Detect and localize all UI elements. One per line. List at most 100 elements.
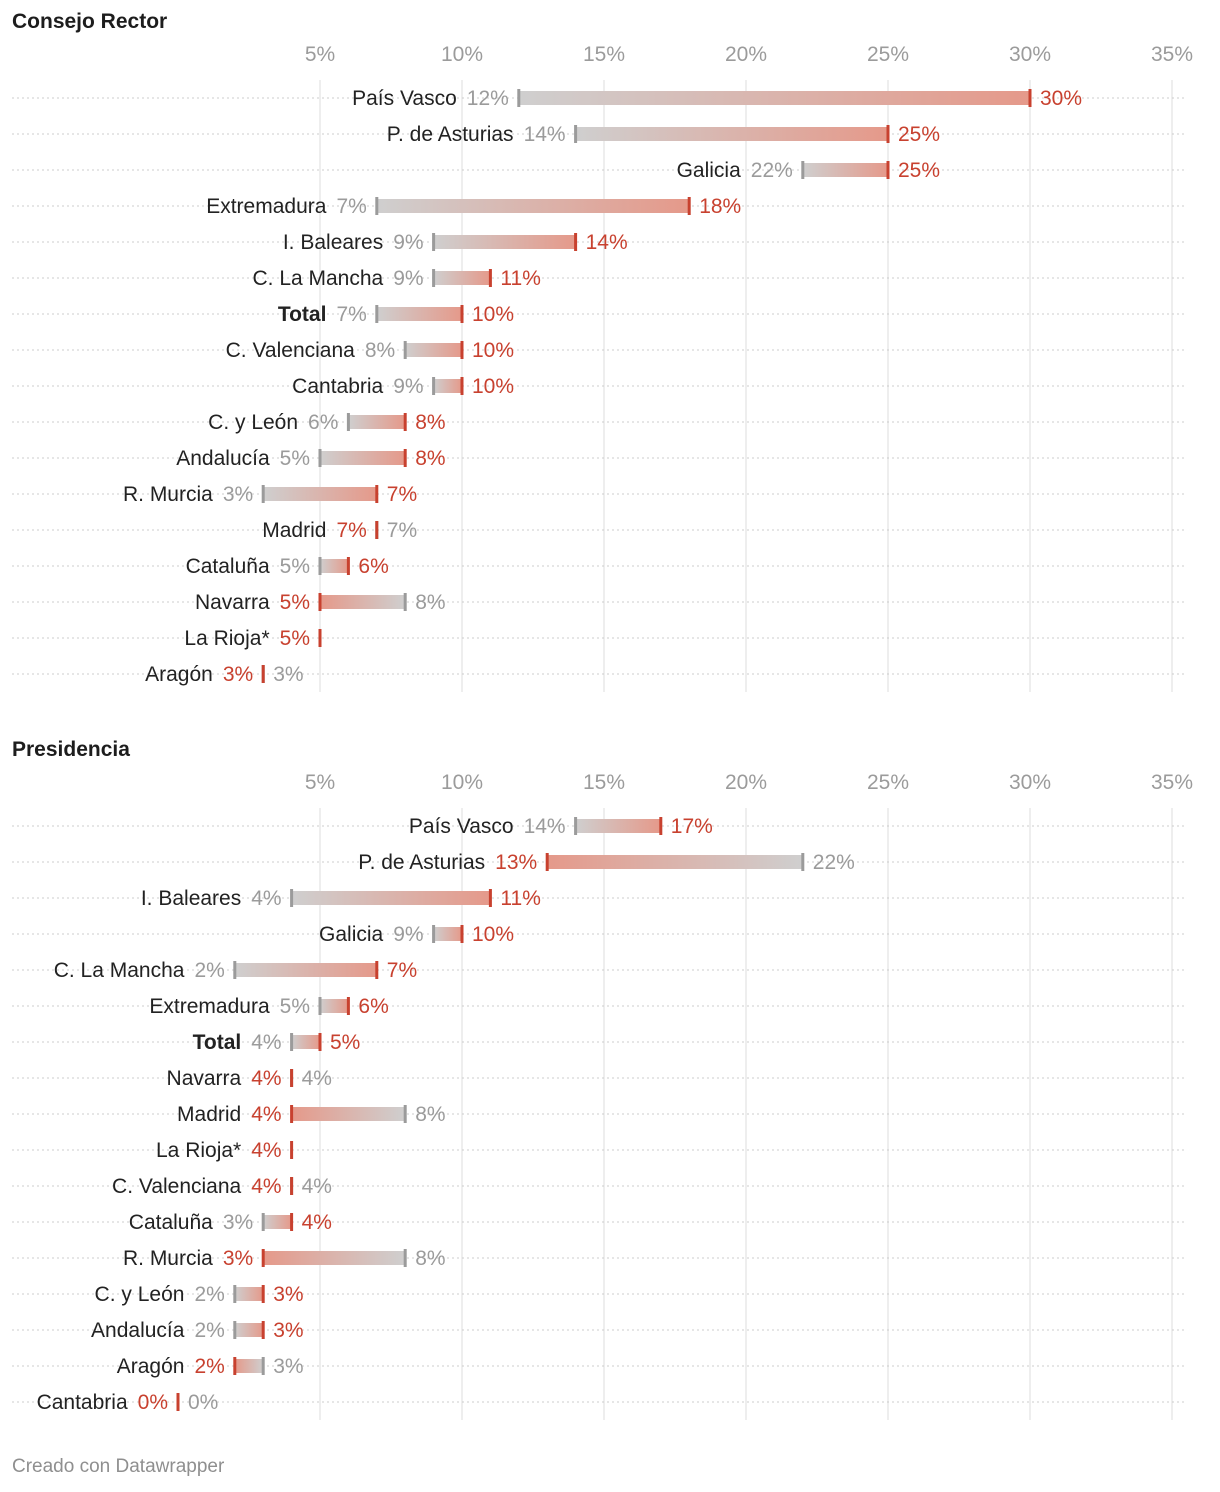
end-value-label: 4% [251,1067,281,1090]
range-bar [234,1287,264,1301]
end-marker [460,377,464,395]
start-value-label: 14% [524,123,566,146]
row-label: Cantabria [37,1391,128,1414]
start-marker [432,925,436,943]
row-label: Galicia [319,923,384,946]
row-label: Cantabria [292,375,383,398]
end-value-label: 2% [194,1355,224,1378]
row-label: Andalucía [91,1319,185,1342]
start-value-label: 4% [302,1067,332,1090]
row-label: P. de Asturias [358,851,485,874]
start-value-label: 8% [415,591,445,614]
end-value-label: 8% [415,447,445,470]
start-value-label: 22% [751,159,793,182]
range-bar [291,891,491,905]
row-label: Cataluña [186,555,270,578]
range-bar [802,163,888,177]
row-label: C. La Mancha [252,267,383,290]
x-tick-label: 25% [867,43,909,66]
start-marker [801,161,805,179]
end-value-label: 3% [223,1247,253,1270]
end-value-label: 4% [251,1103,281,1126]
end-marker [261,1285,265,1303]
end-value-label: 4% [302,1211,332,1234]
x-tick-label: 35% [1151,43,1193,66]
end-marker [460,305,464,323]
row-label: I. Baleares [141,887,241,910]
end-marker [346,997,350,1015]
row-label: Andalucía [176,447,270,470]
row-label: La Rioja* [156,1139,241,1162]
row-label: Total [278,303,327,326]
start-value-label: 8% [415,1247,445,1270]
end-marker [290,1069,294,1087]
x-tick-label: 30% [1009,43,1051,66]
row-label: P. de Asturias [387,123,514,146]
range-bar [433,271,491,285]
start-marker [375,197,379,215]
row-label: País Vasco [352,87,457,110]
range-bar [320,559,349,573]
row-label: C. Valenciana [226,339,356,362]
start-marker [318,557,322,575]
end-marker [375,485,379,503]
start-marker [432,269,436,287]
end-value-label: 18% [699,195,741,218]
credit-footer[interactable]: Creado con Datawrapper [12,1456,225,1477]
range-bar [234,963,377,977]
end-marker [261,665,265,683]
chart-title-presidencia: Presidencia [12,738,130,761]
end-value-label: 3% [273,1319,303,1342]
start-marker [432,233,436,251]
start-value-label: 3% [223,1211,253,1234]
end-marker [488,269,492,287]
end-value-label: 0% [138,1391,168,1414]
range-bar [234,1359,264,1373]
end-marker [659,817,663,835]
start-value-label: 4% [302,1175,332,1198]
start-marker [432,377,436,395]
range-bar [320,451,406,465]
start-marker [346,413,350,431]
end-marker [545,853,549,871]
start-marker [290,1033,294,1051]
row-label: Madrid [177,1103,241,1126]
start-marker [574,817,578,835]
range-bar [263,487,377,501]
start-value-label: 8% [415,1103,445,1126]
start-value-label: 14% [524,815,566,838]
row-label: C. Valenciana [112,1175,242,1198]
end-marker [574,233,578,251]
row-label: País Vasco [409,815,514,838]
end-marker [488,889,492,907]
start-marker [233,961,237,979]
start-marker [403,593,407,611]
row-label: Cataluña [129,1211,213,1234]
end-value-label: 3% [223,663,253,686]
start-value-label: 0% [188,1391,218,1414]
x-tick-label: 10% [441,771,483,794]
start-marker [318,997,322,1015]
start-marker [403,1249,407,1267]
start-marker [318,449,322,467]
end-value-label: 13% [495,851,537,874]
start-marker [261,1213,265,1231]
row-label: Madrid [262,519,326,542]
range-bar [433,235,576,249]
start-value-label: 9% [393,375,423,398]
range-bar [575,819,661,833]
row-label: R. Murcia [123,1247,213,1270]
x-tick-label: 5% [305,771,335,794]
end-marker [261,1249,265,1267]
start-value-label: 5% [280,447,310,470]
start-value-label: 2% [194,1319,224,1342]
start-value-label: 3% [273,663,303,686]
x-tick-label: 15% [583,771,625,794]
end-value-label: 10% [472,303,514,326]
end-marker [318,629,322,647]
range-bar [433,379,462,393]
end-value-label: 6% [358,995,388,1018]
x-tick-label: 15% [583,43,625,66]
start-value-label: 9% [393,267,423,290]
start-value-label: 22% [813,851,855,874]
